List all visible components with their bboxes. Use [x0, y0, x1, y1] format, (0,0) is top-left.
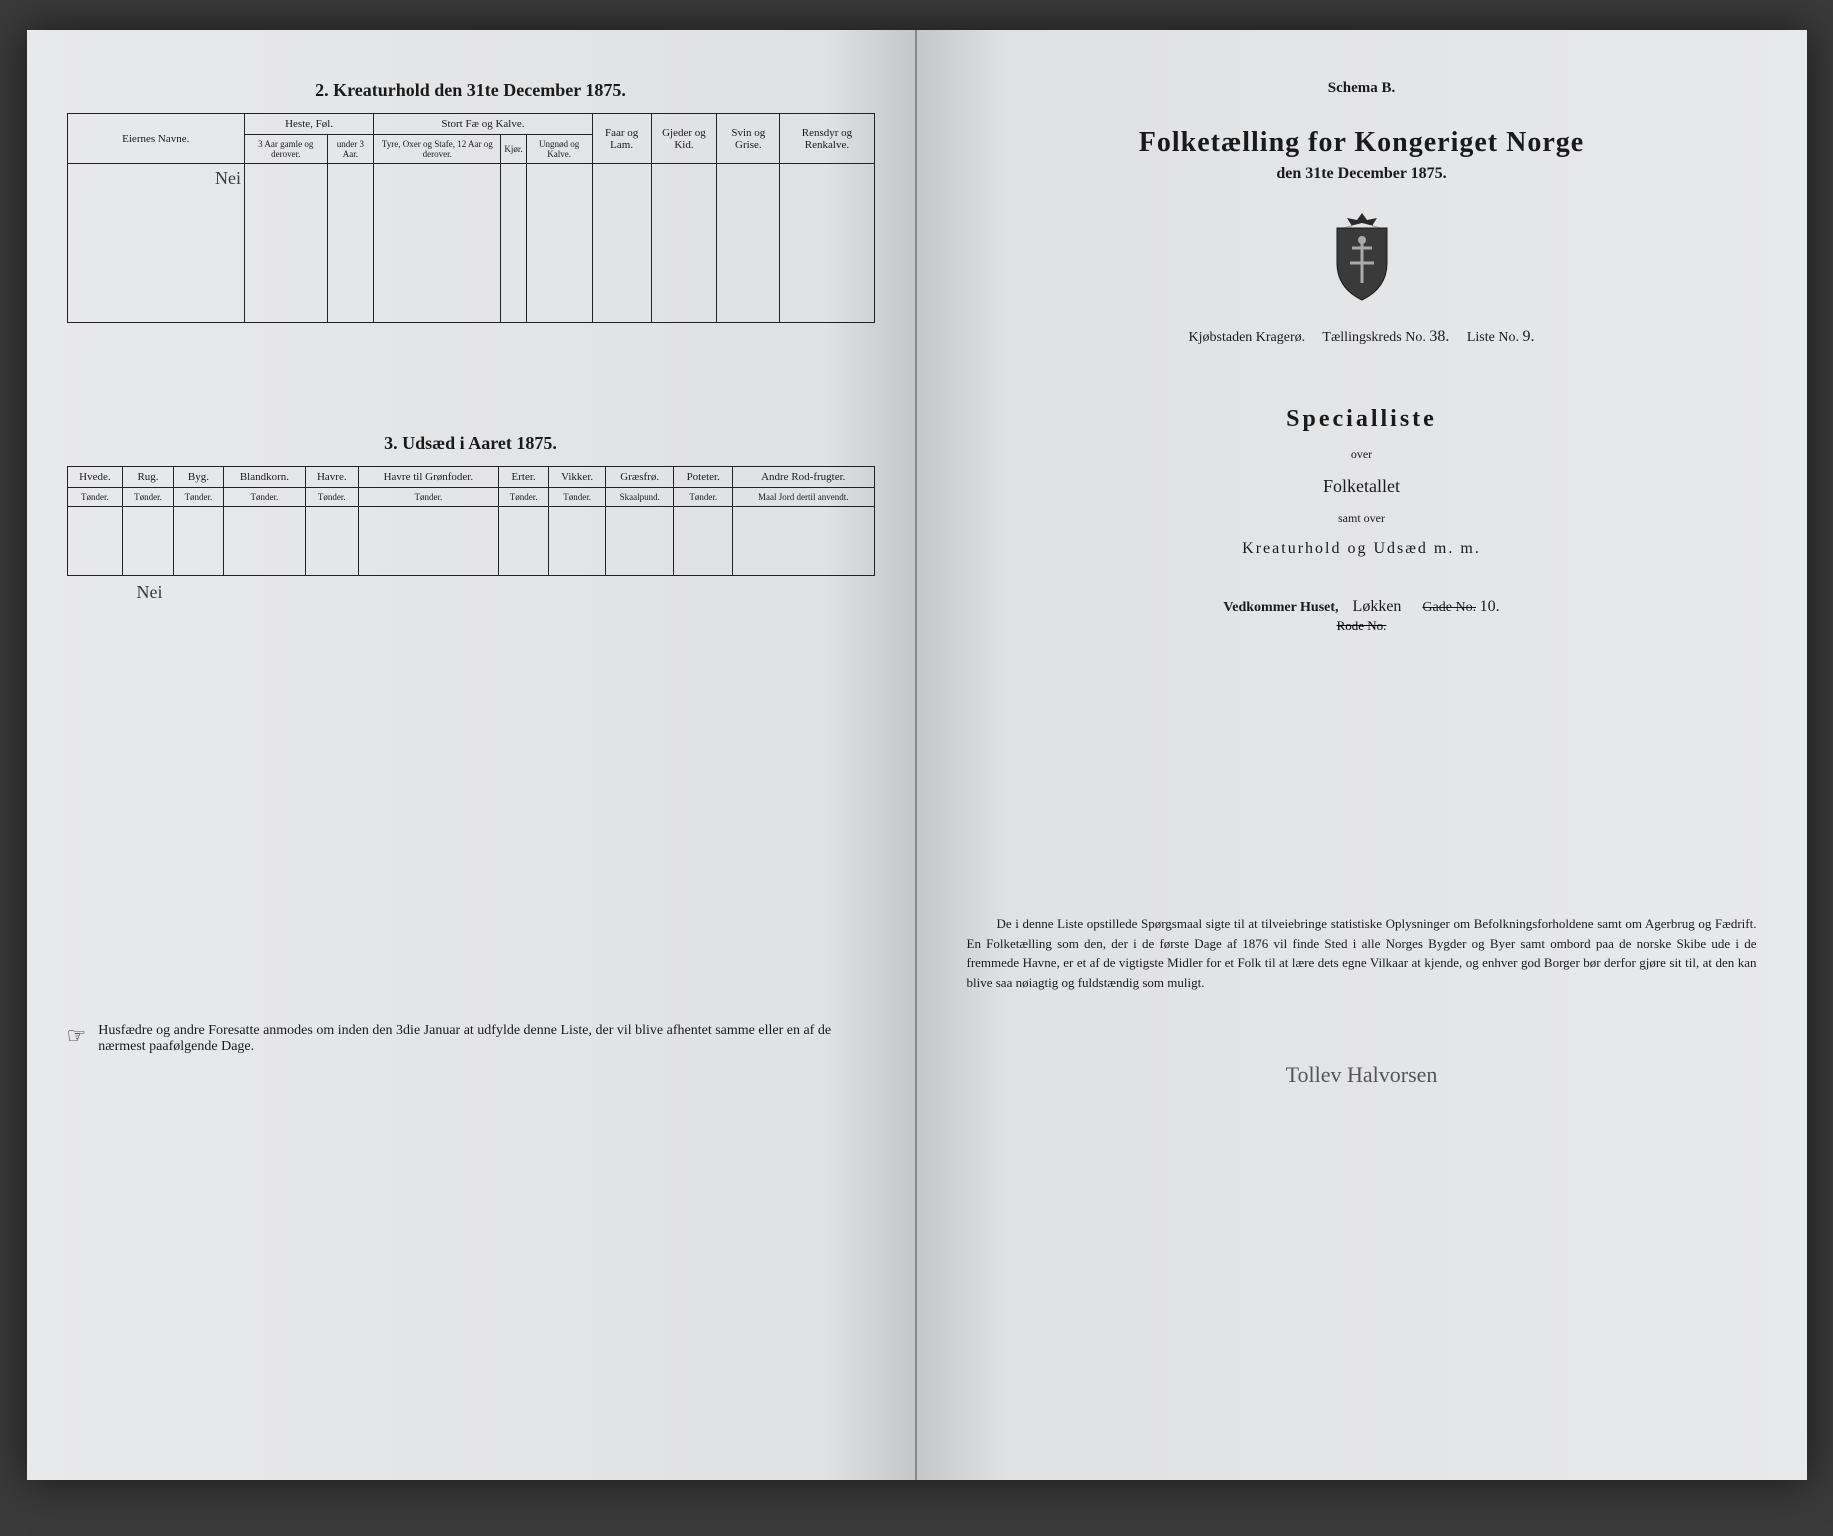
cell-nei-1: Nei: [67, 164, 245, 323]
cell-empty: [674, 507, 732, 576]
gade-label: Gade No.: [1422, 600, 1476, 615]
cell-empty: [501, 164, 526, 323]
unit: Tønder.: [549, 488, 606, 507]
unit: Maal Jord dertil anvendt.: [732, 488, 874, 507]
cell-empty: [651, 164, 717, 323]
vedkommer-value: Løkken: [1353, 598, 1402, 615]
section3-title: 3. Udsæd i Aaret 1875.: [67, 433, 875, 454]
handwritten-nei-2: Nei: [137, 582, 875, 603]
th-gjeder: Gjeder og Kid.: [651, 114, 717, 164]
table-kreaturhold: Eiernes Navne. Heste, Føl. Stort Fæ og K…: [67, 113, 875, 323]
left-page: 2. Kreaturhold den 31te December 1875. E…: [27, 30, 917, 1480]
pointing-hand-icon: ☞: [67, 1023, 87, 1049]
cell-empty: [245, 164, 328, 323]
cell-empty: [327, 164, 374, 323]
table-udsaed: Hvede. Rug. Byg. Blandkorn. Havre. Havre…: [67, 466, 875, 576]
th-havre-gron: Havre til Grønfoder.: [358, 467, 498, 488]
cell-empty: [123, 507, 173, 576]
liste-value: 9.: [1522, 328, 1534, 345]
bottom-note-left: ☞ Husfædre og andre Foresatte anmodes om…: [67, 1023, 875, 1055]
schema-label: Schema B.: [957, 80, 1767, 97]
locality-prefix: Kjøbstaden Kragerø.: [1189, 330, 1306, 345]
folketallet: Folketallet: [957, 476, 1767, 497]
th-heste-a: 3 Aar gamle og derover.: [245, 135, 328, 164]
cell-empty: [526, 164, 592, 323]
kreds-value: 38.: [1429, 328, 1449, 345]
cell-empty: [732, 507, 874, 576]
rode-line: Rode No.: [957, 618, 1767, 634]
signature: Tollev Halvorsen: [957, 1062, 1767, 1088]
bottom-note-text: Husfædre og andre Foresatte anmodes om i…: [98, 1023, 874, 1055]
cell-empty: [549, 507, 606, 576]
locality-line: Kjøbstaden Kragerø. Tællingskreds No. 38…: [957, 328, 1767, 346]
right-page: Schema B. Folketælling for Kongeriget No…: [917, 30, 1807, 1480]
vedkommer-line: Vedkommer Huset, Løkken Gade No. 10.: [957, 598, 1767, 616]
unit: Tønder.: [173, 488, 223, 507]
unit: Tønder.: [123, 488, 173, 507]
bottom-paragraph: De i denne Liste opstillede Spørgsmaal s…: [957, 914, 1767, 992]
samt-over: samt over: [957, 511, 1767, 526]
main-title: Folketælling for Kongeriget Norge: [957, 127, 1767, 159]
cell-empty: [224, 507, 306, 576]
cell-empty: [173, 507, 223, 576]
th-erter: Erter.: [498, 467, 548, 488]
cell-empty: [305, 507, 358, 576]
cell-empty: [498, 507, 548, 576]
book-spread: 2. Kreaturhold den 31te December 1875. E…: [27, 30, 1807, 1480]
th-stort: Stort Fæ og Kalve.: [374, 114, 593, 135]
th-byg: Byg.: [173, 467, 223, 488]
liste-label: Liste No.: [1467, 330, 1519, 345]
kreds-label: Tællingskreds No.: [1322, 330, 1425, 345]
unit: Tønder.: [305, 488, 358, 507]
th-havre: Havre.: [305, 467, 358, 488]
th-stort-a: Tyre, Oxer og Stafe, 12 Aar og derover.: [374, 135, 501, 164]
unit: Skaalpund.: [605, 488, 674, 507]
unit: Tønder.: [498, 488, 548, 507]
sub-date: den 31te December 1875.: [957, 165, 1767, 183]
th-andre: Andre Rod-frugter.: [732, 467, 874, 488]
unit: Tønder.: [358, 488, 498, 507]
section2-title: 2. Kreaturhold den 31te December 1875.: [67, 80, 875, 101]
cell-empty: [605, 507, 674, 576]
cell-empty: [67, 507, 123, 576]
gade-value: 10.: [1480, 598, 1500, 615]
special-title: Specialliste: [957, 406, 1767, 433]
th-graesfroe: Græsfrø.: [605, 467, 674, 488]
th-svin: Svin og Grise.: [717, 114, 780, 164]
cell-empty: [717, 164, 780, 323]
th-faar: Faar og Lam.: [592, 114, 651, 164]
cell-empty: [592, 164, 651, 323]
kreatur-line: Kreaturhold og Udsæd m. m.: [957, 540, 1767, 558]
th-poteter: Poteter.: [674, 467, 732, 488]
th-rug: Rug.: [123, 467, 173, 488]
rode-label: Rode No.: [1337, 618, 1387, 633]
coat-of-arms-icon: [957, 208, 1767, 308]
over-1: over: [957, 447, 1767, 462]
th-heste: Heste, Føl.: [245, 114, 374, 135]
cell-empty: [358, 507, 498, 576]
vedkommer-label: Vedkommer Huset,: [1223, 600, 1338, 615]
cell-empty: [780, 164, 874, 323]
th-stort-b: Kjør.: [501, 135, 526, 164]
th-rensdyr: Rensdyr og Renkalve.: [780, 114, 874, 164]
unit: Tønder.: [67, 488, 123, 507]
th-heste-b: under 3 Aar.: [327, 135, 374, 164]
unit: Tønder.: [224, 488, 306, 507]
th-vikker: Vikker.: [549, 467, 606, 488]
th-hvede: Hvede.: [67, 467, 123, 488]
th-stort-c: Ungnød og Kalve.: [526, 135, 592, 164]
th-eiernes: Eiernes Navne.: [67, 114, 245, 164]
cell-empty: [374, 164, 501, 323]
unit: Tønder.: [674, 488, 732, 507]
th-blandkorn: Blandkorn.: [224, 467, 306, 488]
